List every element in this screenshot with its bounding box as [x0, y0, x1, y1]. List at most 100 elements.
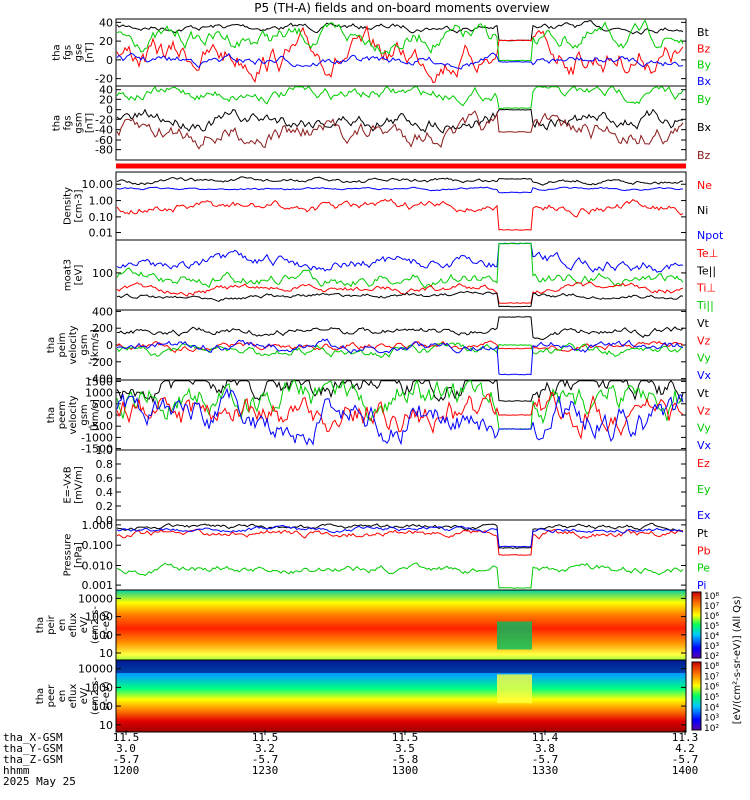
y-tick-label: 20: [99, 35, 113, 48]
y-tick-label: -20: [95, 113, 113, 126]
legend-label: Bx: [697, 121, 712, 134]
panel-frame: [115, 659, 687, 733]
footer-value: 4.2: [675, 742, 695, 755]
y-axis-label: sr-eV): [101, 681, 112, 710]
colorbar-tick-label: 10³: [704, 642, 719, 652]
legend-label: By: [697, 59, 712, 72]
footer-row-label: tha_X-GSM: [3, 731, 63, 744]
y-axis-label: [eV]: [74, 265, 85, 286]
y-axis-label: tha: [35, 617, 46, 633]
legend-label: Vt: [697, 387, 710, 400]
footer-row-label: tha_Y-GSM: [3, 742, 63, 755]
y-axis-label: eV/: [79, 616, 90, 633]
chart-title: P5 (TH-A) fields and on-board moments ov…: [254, 1, 550, 15]
colorbar-tick-label: 10⁵: [704, 622, 719, 632]
series-line: [116, 290, 684, 308]
legend-label: Bx: [697, 75, 712, 88]
colorbar-strip: [691, 661, 702, 731]
series-line: [116, 528, 684, 556]
y-tick-label: 100: [92, 700, 113, 713]
y-axis-label: [cm-3]: [74, 189, 85, 222]
series-line: [116, 524, 684, 548]
y-axis-label: Density: [63, 187, 74, 225]
y-tick-label: 20: [99, 93, 113, 106]
y-tick-label: -1500: [81, 443, 113, 456]
panel-fgs_gse: 40 20 0 -20 tha fgs gse [nT] Bt Bz By Bx: [52, 16, 712, 88]
footer-value: 11.4: [532, 731, 559, 744]
footer-row-label: tha_Z-GSM: [3, 753, 63, 766]
legend-label: Ex: [697, 509, 711, 522]
footer-value: -5.8: [392, 753, 419, 766]
spectrogram-noise-band: [116, 660, 686, 673]
legend-label: Vy: [697, 352, 711, 365]
colorbar-strip: [691, 591, 702, 659]
y-tick-label: 100: [92, 267, 113, 280]
legend-label: By: [697, 93, 712, 106]
y-tick-label: -40: [95, 124, 113, 137]
colorbar-tick-label: 10⁷: [704, 602, 719, 612]
series-line: [116, 522, 684, 549]
series-line: [116, 391, 684, 440]
y-tick-label: 0.10: [89, 211, 114, 224]
y-tick-label: 10000: [78, 592, 113, 605]
footer-value: 1200: [113, 764, 140, 777]
y-tick-label: -500: [88, 420, 113, 433]
panel-efield: 1.00.80.60.40.20.0 E=-VxB [mV/m] Ez Ey Ex: [63, 444, 711, 527]
colorbar-tick-label: 10⁴: [704, 703, 719, 713]
colorbar-tick-label: 10⁵: [704, 693, 719, 703]
y-axis-label: [mV/m]: [74, 466, 85, 504]
y-tick-label: -60: [95, 134, 113, 147]
footer-value: 3.0: [116, 742, 136, 755]
y-axis-label: [nT]: [85, 42, 96, 62]
y-tick-label: 10.00: [82, 178, 114, 191]
series-line: [116, 378, 684, 430]
panel-pressure: 1.000 0.100 0.010 0.001 Pressure [nPa] Pt Pb Pe P…: [63, 519, 711, 592]
series-line: [116, 20, 684, 42]
footer-value: 1230: [252, 764, 279, 777]
y-tick-label: -1000: [81, 431, 113, 444]
y-axis-label: (cm2-s-: [90, 606, 101, 644]
y-tick-label: 0.100: [82, 539, 114, 552]
y-axis-label: tha: [52, 115, 63, 131]
y-axis-label: eflux: [68, 684, 79, 709]
footer-value: 3.2: [255, 742, 275, 755]
series-line: [116, 387, 684, 446]
y-axis-label: [km/s]: [90, 399, 101, 431]
legend-label: Bt: [697, 26, 710, 39]
y-axis-label: peer: [46, 684, 57, 708]
y-axis-label: moat3: [63, 259, 74, 291]
y-axis-label: fgs: [63, 45, 74, 60]
footer-value: 3.5: [395, 742, 415, 755]
spectrogram-gap-region: [497, 674, 532, 704]
series-line: [116, 52, 684, 70]
y-tick-label: 500: [92, 398, 113, 411]
legend-label: Pi: [697, 579, 706, 592]
series-line: [116, 108, 684, 134]
footer-value: -5.7: [532, 753, 559, 766]
legend-label: Vx: [697, 369, 712, 382]
series-line: [116, 562, 684, 589]
footer-value: -5.7: [252, 753, 279, 766]
footer-value: 1300: [392, 764, 419, 777]
panel-temp: 100 moat3 [eV] Te⊥ Te|| Ti⊥ Ti||: [63, 239, 718, 312]
footer-value: 11.5: [392, 731, 419, 744]
legend-label: Ne: [697, 179, 712, 192]
y-axis-label: [nT]: [85, 113, 96, 133]
colorbar-tick-label: 10⁴: [704, 632, 719, 642]
y-axis-label: velocity: [68, 325, 79, 364]
legend-label: Ti||: [696, 299, 714, 312]
colorbar: 10⁸10⁷10⁶10⁵10⁴10³10²10⁸10⁷10⁶10⁵10⁴10³1…: [691, 591, 743, 734]
y-tick-label: 1.0: [96, 444, 114, 457]
y-tick-label: 0.2: [96, 500, 114, 513]
y-tick-label: 1500: [85, 375, 113, 388]
y-axis-label: tha: [46, 407, 57, 423]
panel-peir_spec: 10000 1000 100 10 tha peir en eflux eV/(cm2-s-sr…: [35, 589, 687, 661]
legend-label: Vy: [697, 422, 711, 435]
y-tick-label: 10: [99, 719, 113, 732]
series-line: [116, 242, 684, 289]
y-axis-label: tha: [35, 688, 46, 704]
y-axis-label: E=-VxB: [63, 466, 74, 503]
y-tick-label: 0.8: [96, 458, 114, 471]
